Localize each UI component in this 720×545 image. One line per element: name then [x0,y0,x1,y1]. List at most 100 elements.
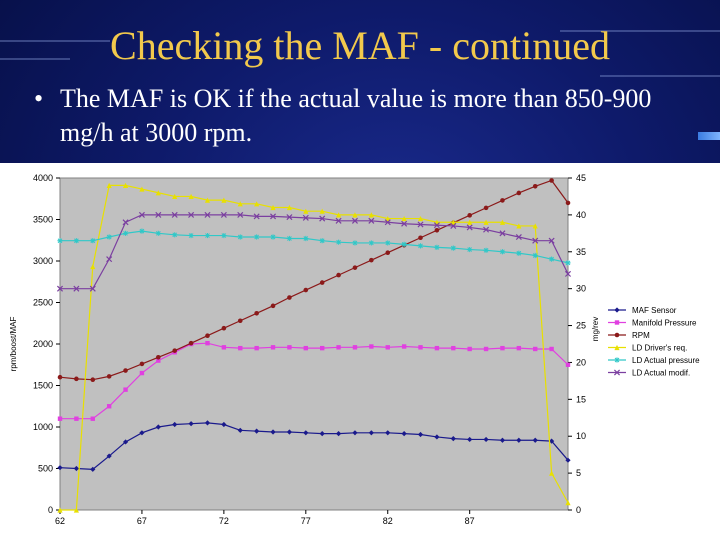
data-point-ld-actual-pressure [368,240,374,246]
data-point-manifold-pressure [533,346,538,352]
series-line-rpm [59,179,569,381]
data-point-ld-driver-s-req [303,208,309,214]
data-point-ld-driver-s-req [172,193,178,200]
bullet-item: • The MAF is OK if the actual value is m… [34,82,700,150]
data-point-rpm [352,265,358,270]
data-point-manifold-pressure [336,345,341,350]
series-line-manifold-pressure [60,342,569,420]
data-point-rpm [532,184,538,189]
data-point-ld-driver-s-req [335,212,342,218]
data-point-ld-actual-pressure [335,239,342,245]
data-point-ld-actual-pressure [73,238,79,244]
data-point-ld-driver-s-req [57,507,63,513]
right-tick-label: 30 [576,284,586,294]
data-point-ld-actual-pressure [319,238,325,244]
right-tick-label: 35 [576,247,586,257]
data-point-manifold-pressure [303,345,309,351]
data-point-rpm [221,325,227,331]
data-point-rpm [336,272,341,278]
data-point-maf-sensor [499,437,506,443]
data-point-ld-actual-pressure [172,232,178,238]
data-point-maf-sensor [303,430,309,436]
data-point-ld-actual-pressure [434,244,440,250]
data-point-ld-driver-s-req [155,190,161,196]
line-chart: 0 500 1000 1500 2000 2500 3000 3500 4000 0 5 10 15 20… [9,173,700,526]
data-point-rpm [565,200,571,206]
x-tick-label: 62 [55,516,65,526]
data-point-maf-sensor [385,430,391,436]
left-tick-label: 3500 [33,215,53,225]
data-point-maf-sensor [90,466,96,472]
data-point-manifold-pressure [319,345,325,351]
data-point-maf-sensor [483,436,489,443]
data-point-maf-sensor [319,431,325,437]
data-point-ld-actual-pressure [237,234,243,240]
data-point-manifold-pressure [156,358,161,363]
data-point-rpm [434,227,440,233]
data-point-ld-actual-pressure [270,234,276,240]
data-point-manifold-pressure [238,345,243,351]
data-point-ld-actual-modif [237,211,244,218]
data-point-ld-actual-modif [204,211,211,218]
data-point-ld-actual-pressure [532,252,538,259]
right-tick-label: 0 [576,505,581,515]
data-point-ld-actual-modif [286,214,293,221]
data-point-ld-actual-pressure [385,240,391,246]
data-point-manifold-pressure [500,345,505,351]
data-point-manifold-pressure [549,346,554,352]
data-point-ld-driver-s-req [385,215,391,222]
data-point-manifold-pressure [57,416,63,421]
x-tick-label: 82 [383,516,393,526]
legend-marker-ld-actual-modif [613,369,621,376]
data-point-ld-actual-modif [138,211,145,218]
data-point-ld-actual-pressure [549,256,555,262]
data-point-maf-sensor [417,431,424,438]
left-axis-title: rpm/boost/MAF [9,317,18,372]
data-point-ld-actual-pressure [467,246,473,253]
data-point-rpm [237,318,243,324]
data-point-rpm [500,198,505,203]
data-point-ld-actual-modif [351,217,358,224]
data-point-ld-actual-modif [466,224,473,231]
data-point-ld-actual-pressure [303,235,309,242]
data-point-ld-driver-s-req [549,470,555,476]
data-point-ld-actual-pressure [155,230,161,236]
data-point-maf-sensor [286,429,293,435]
data-point-ld-actual-modif [417,221,424,228]
data-point-ld-driver-s-req [565,500,571,506]
legend-label: LD Driver's req. [632,344,687,353]
data-point-ld-actual-pressure [122,230,129,236]
data-point-maf-sensor [368,430,374,436]
data-point-ld-actual-modif [515,233,522,241]
data-point-ld-actual-modif [450,222,457,229]
data-point-rpm [369,257,374,263]
data-point-manifold-pressure [270,345,276,350]
data-point-manifold-pressure [401,344,407,349]
data-point-ld-driver-s-req [106,182,112,188]
data-point-maf-sensor [57,465,63,471]
data-point-manifold-pressure [139,370,145,376]
right-tick-label: 5 [576,468,581,478]
data-point-rpm [303,287,309,293]
data-point-ld-driver-s-req [254,201,260,207]
legend-marker-maf-sensor [614,307,620,313]
data-point-ld-driver-s-req [286,204,293,211]
left-tick-label: 1000 [33,422,53,432]
data-point-ld-driver-s-req [352,212,358,218]
data-point-ld-actual-modif [89,285,96,292]
data-point-ld-actual-pressure [90,238,96,244]
legend-label: RPM [632,331,650,340]
data-point-rpm [549,178,554,183]
data-point-ld-actual-modif [368,217,375,224]
legend-label: LD Actual modif. [632,369,690,378]
data-point-manifold-pressure [385,345,390,350]
data-point-ld-actual-modif [270,213,277,220]
legend-label: MAF Sensor [632,306,677,315]
data-point-ld-driver-s-req [204,197,211,203]
chart-container: 0 500 1000 1500 2000 2500 3000 3500 4000 0 5 10 15 20… [0,163,720,540]
decor-streak-3 [560,30,720,32]
data-point-manifold-pressure [352,345,358,350]
data-point-ld-actual-pressure [57,238,63,244]
data-point-maf-sensor [434,434,440,440]
right-tick-label: 45 [576,173,586,183]
